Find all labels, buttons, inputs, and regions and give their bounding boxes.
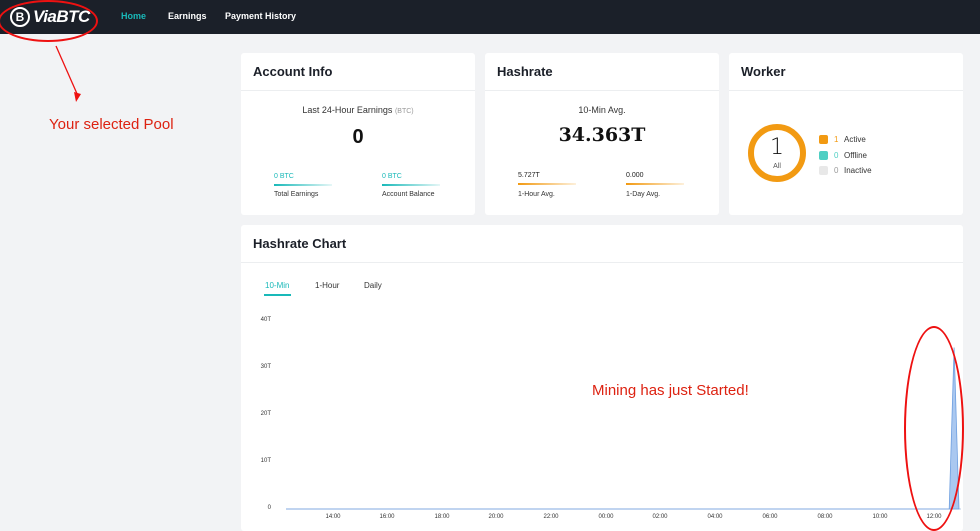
offline-swatch [819, 150, 828, 160]
tab-daily[interactable]: Daily [364, 281, 382, 290]
worker-title: Worker [741, 64, 786, 79]
earnings-value: 0 [352, 126, 364, 148]
active-label: Active [844, 134, 866, 144]
x-tick: 14:00 [325, 514, 341, 520]
tab-10-min[interactable]: 10-Min [265, 281, 290, 290]
inactive-label: Inactive [844, 165, 872, 175]
account-balance-bar [382, 184, 440, 186]
legend-offline[interactable]: 0 Offline [819, 150, 867, 160]
account-info-title: Account Info [253, 64, 333, 79]
hashrate-chart-title: Hashrate Chart [253, 236, 347, 251]
divider [729, 90, 963, 91]
one-day-avg-value: 0.000 [626, 172, 644, 179]
active-tab-indicator [264, 294, 291, 296]
x-tick: 04:00 [707, 514, 723, 520]
earnings-label-row: Last 24-Hour Earnings (BTC) [241, 105, 475, 115]
x-tick: 18:00 [434, 514, 450, 520]
nav-earnings[interactable]: Earnings [168, 11, 207, 21]
tab-1-hour[interactable]: 1-Hour [315, 281, 340, 290]
spike-highlight-ellipse [904, 326, 964, 531]
account-info-card: Account Info Last 24-Hour Earnings (BTC)… [241, 53, 475, 215]
y-tick-40: 40T [260, 317, 271, 323]
worker-donut: 1 All [748, 124, 806, 182]
inactive-swatch [819, 165, 828, 175]
x-tick: 00:00 [598, 514, 614, 520]
x-tick: 16:00 [379, 514, 395, 520]
account-balance-label: Account Balance [382, 191, 435, 198]
legend-active[interactable]: 1 Active [819, 134, 866, 144]
total-earnings-value: 0 BTC [274, 173, 294, 180]
x-tick: 08:00 [817, 514, 833, 520]
x-tick: 22:00 [543, 514, 559, 520]
active-swatch [819, 134, 828, 144]
one-hour-avg-bar [518, 183, 576, 185]
y-tick-0: 0 [267, 505, 271, 511]
nav-home[interactable]: Home [121, 11, 147, 21]
x-tick: 06:00 [762, 514, 778, 520]
total-earnings-bar [274, 184, 332, 186]
hashrate-area [286, 347, 960, 510]
hashrate-card: Hashrate 10-Min Avg. 34.363T 5.727T 1-Ho… [485, 53, 719, 215]
mining-annotation: Mining has just Started! [592, 382, 749, 399]
total-earnings-label: Total Earnings [274, 191, 319, 198]
divider [485, 90, 719, 91]
x-tick: 20:00 [488, 514, 504, 520]
x-tick: 02:00 [652, 514, 668, 520]
one-day-avg-label: 1-Day Avg. [626, 191, 661, 198]
worker-total-label: All [773, 163, 781, 170]
divider [241, 262, 963, 263]
y-tick-30: 30T [260, 364, 271, 370]
hashrate-plot [286, 347, 961, 510]
earnings-label: Last 24-Hour Earnings [302, 105, 393, 115]
one-hour-avg-value: 5.727T [518, 172, 540, 179]
divider [241, 90, 475, 91]
ten-min-avg-value: 34.363T [558, 124, 646, 146]
hashrate-chart-card: Hashrate Chart 10-Min 1-Hour Daily 40T 3… [241, 225, 963, 531]
nav-payment-history[interactable]: Payment History [225, 11, 297, 21]
worker-total: 1 [770, 135, 784, 160]
y-tick-20: 20T [260, 411, 271, 417]
ten-min-avg-label: 10-Min Avg. [578, 105, 626, 115]
pool-highlight-ellipse [0, 0, 98, 42]
legend-inactive[interactable]: 0 Inactive [819, 165, 872, 175]
offline-label: Offline [844, 150, 867, 160]
active-count: 1 [834, 134, 839, 144]
offline-count: 0 [834, 150, 839, 160]
pool-annotation: Your selected Pool [49, 116, 174, 133]
inactive-count: 0 [834, 165, 839, 175]
account-balance-value: 0 BTC [382, 173, 402, 180]
earnings-unit: (BTC) [394, 108, 414, 115]
worker-card: Worker 1 All 1 Active 0 Offline 0 Inacti… [729, 53, 963, 215]
hashrate-title: Hashrate [497, 64, 553, 79]
y-tick-10: 10T [260, 458, 271, 464]
x-tick: 10:00 [872, 514, 888, 520]
one-day-avg-bar [626, 183, 684, 185]
one-hour-avg-label: 1-Hour Avg. [518, 191, 555, 198]
